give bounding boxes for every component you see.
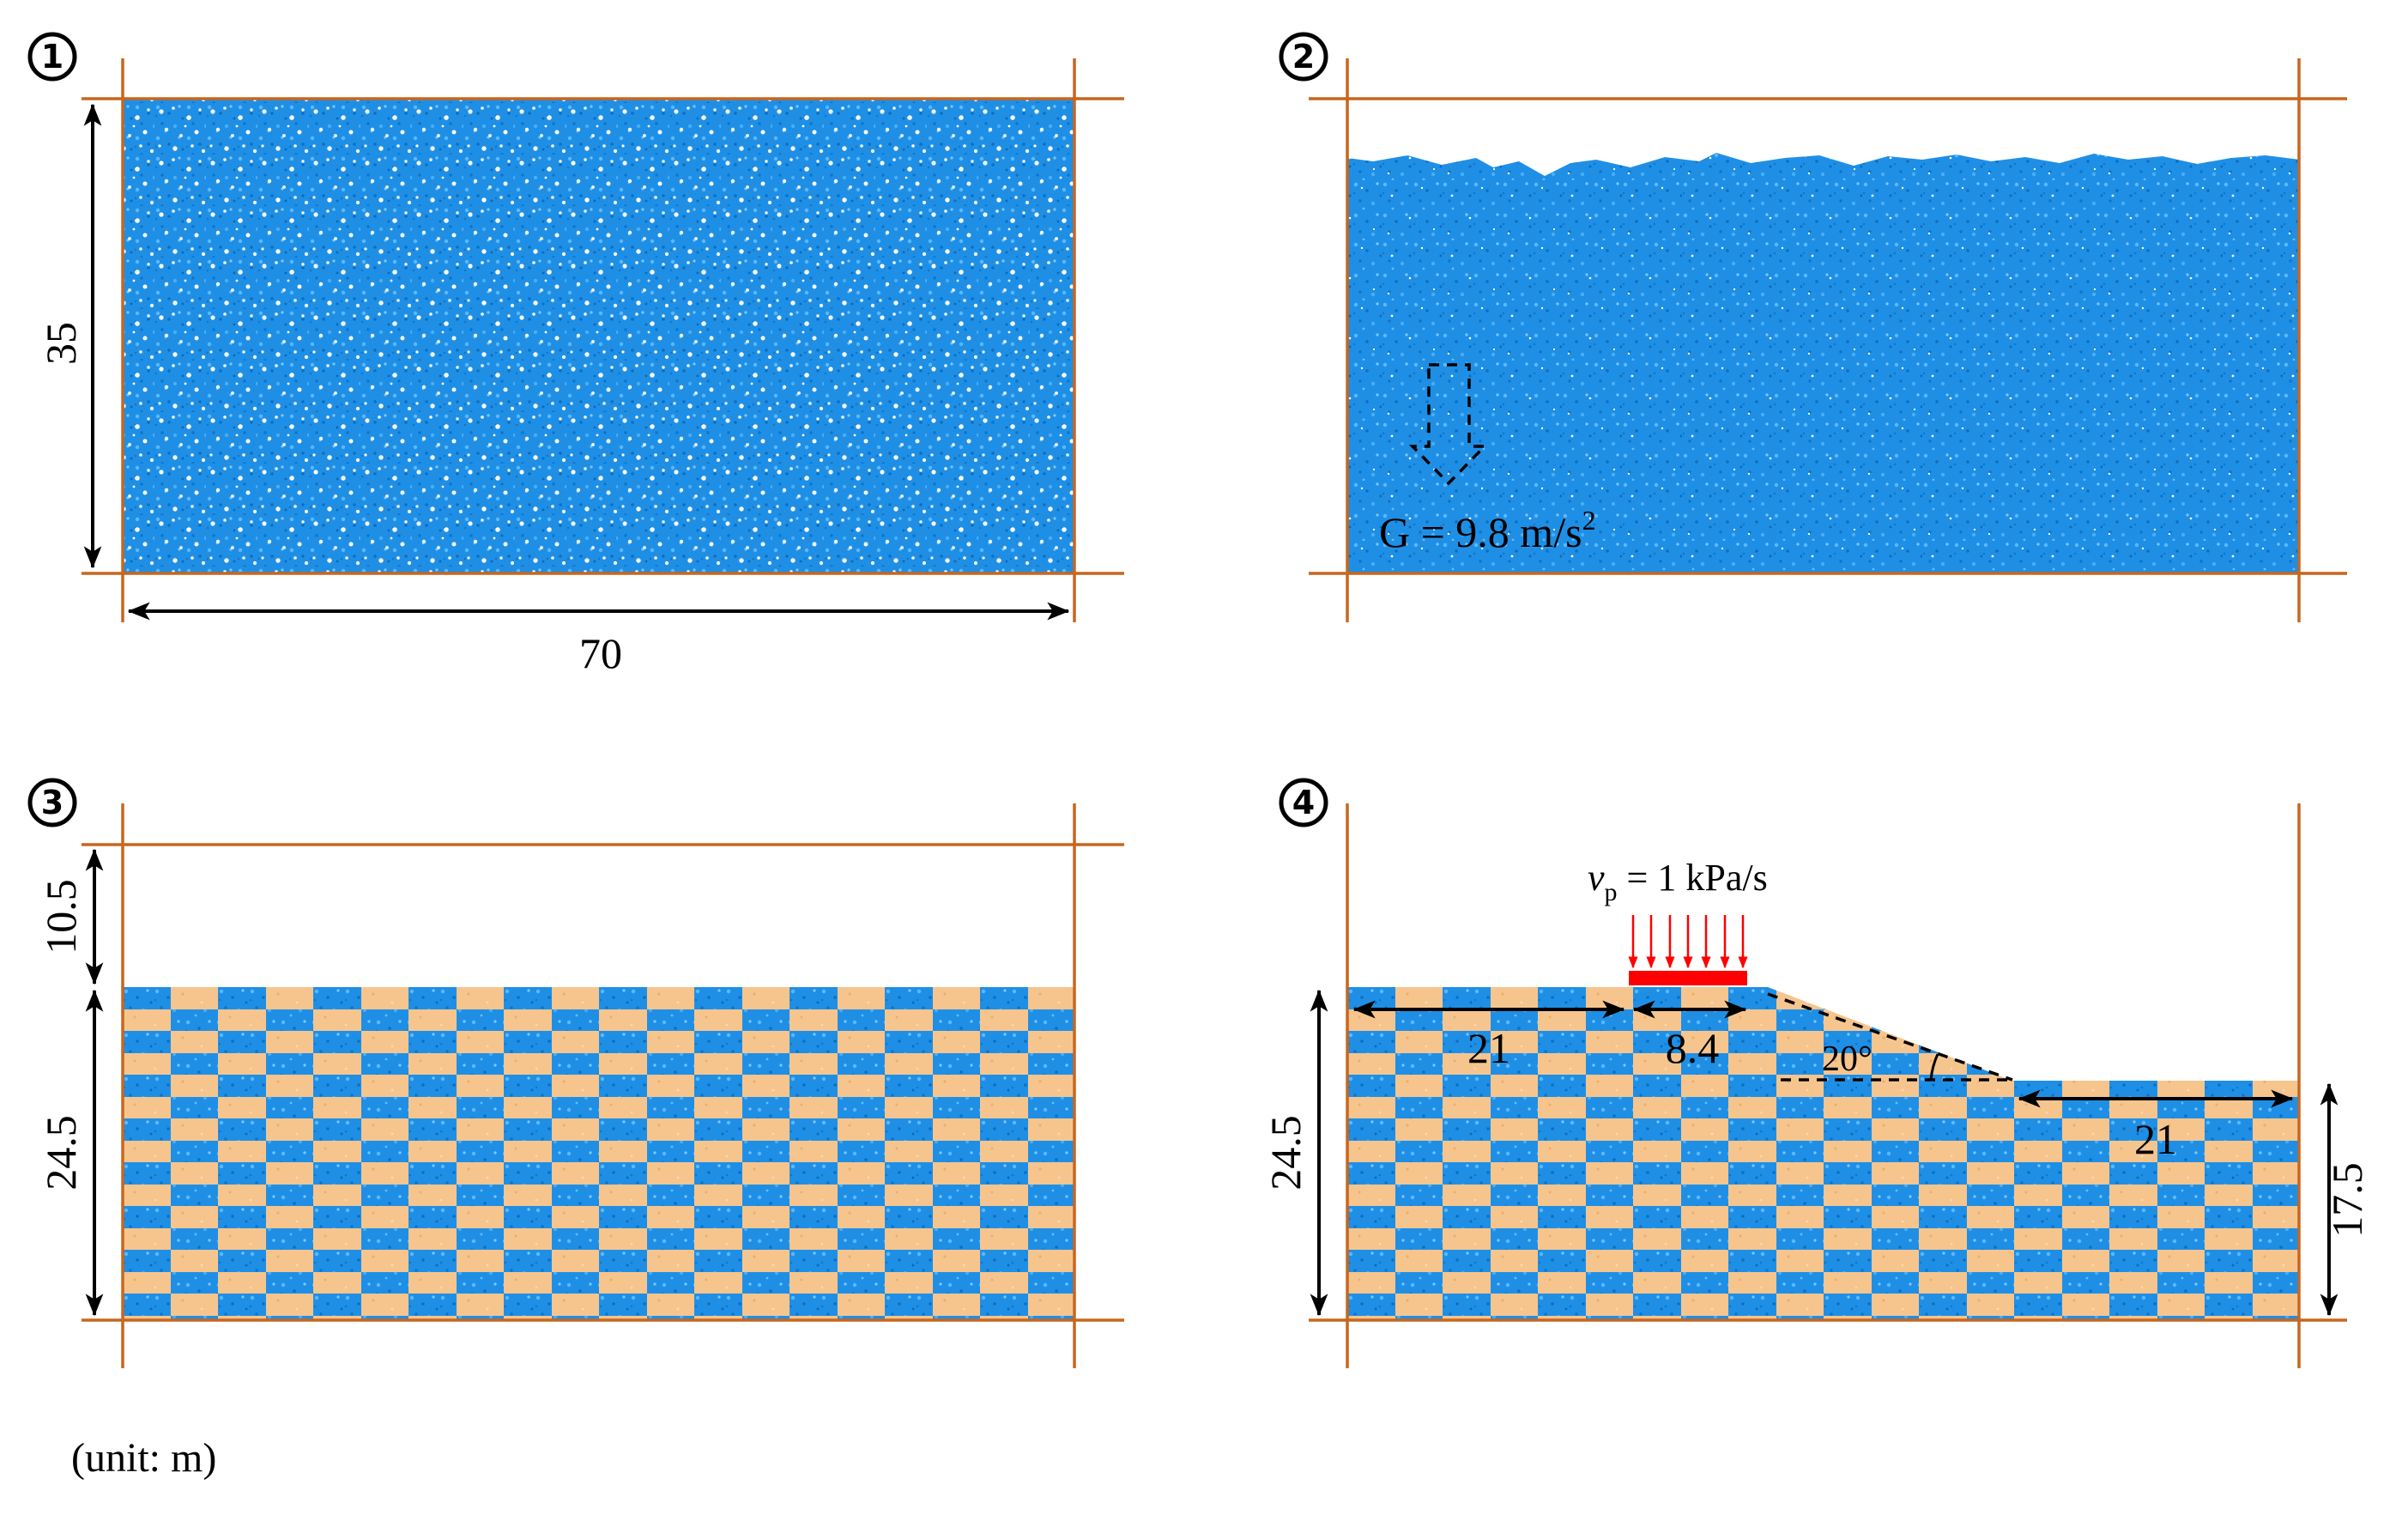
panel-1-number: 1 [27,32,77,82]
toe-right-label: 21 [2134,1115,2177,1163]
slope-angle-arc [1929,1053,1939,1081]
load-arrows-icon [1628,915,1748,969]
panel-2-particle-domain [1347,153,2300,573]
panel-3-label: 3 [41,784,64,821]
slope-face-line [1767,992,2013,1082]
footing-plate [1629,971,1747,985]
panel-4-slope-ground [1347,987,2299,1320]
panel-2-label: 2 [1292,38,1315,76]
panel-4: 4 vp = 1 kPa/s 20° 21 8.4 21 [1261,778,2371,1368]
panel-1: 1 35 70 [27,32,1124,677]
panel-1-particle-domain [123,99,1074,573]
gravity-label: G = 9.8 m/s2 [1379,505,1596,556]
panel-2: 2 G = 9.8 m/s2 [1279,32,2347,622]
crest-left-label: 21 [1467,1024,1510,1072]
panel-4-label: 4 [1292,784,1315,821]
panel-1-height-label: 35 [37,322,85,365]
footing-width-label: 8.4 [1666,1024,1720,1072]
panel-2-number: 2 [1279,32,1328,82]
toe-height-label: 17.5 [2323,1162,2371,1238]
unit-note: (unit: m) [71,1435,216,1481]
load-rate-label: vp = 1 kPa/s [1588,857,1768,906]
panel-4-number: 4 [1279,778,1328,827]
panel-3-layered-ground [123,987,1074,1320]
panel-3: 3 10.5 24.5 [27,778,1124,1368]
panel-3-ground-label: 24.5 [37,1115,85,1191]
slope-angle-label: 20° [1822,1039,1873,1079]
crest-height-label: 24.5 [1261,1115,1310,1191]
panel-1-width-label: 70 [579,629,622,677]
panel-3-removed-label: 10.5 [37,879,85,954]
panel-3-number: 3 [27,778,77,827]
gravity-arrow-icon [1408,363,1489,486]
panel-1-label: 1 [41,38,64,76]
